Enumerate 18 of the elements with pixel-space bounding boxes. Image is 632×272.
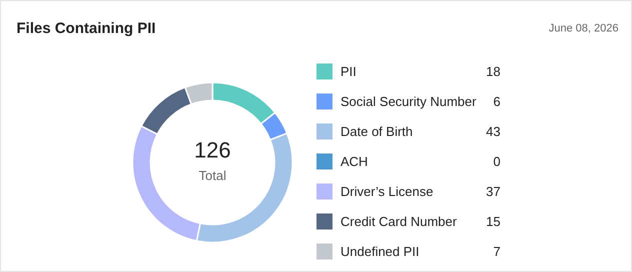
text: June 08, 2026 xyxy=(548,22,619,34)
data-label: 43 xyxy=(486,124,501,139)
data-label: 37 xyxy=(486,184,501,199)
data-label: 7 xyxy=(493,244,501,259)
chart-title: Files Containing PII xyxy=(16,20,156,37)
data-label: 15 xyxy=(486,214,501,229)
legend-label: PII xyxy=(340,64,356,79)
legend-label: Credit Card Number xyxy=(340,214,458,229)
legend-label: ACH xyxy=(340,154,368,169)
legend-label: Date of Birth xyxy=(340,124,413,139)
data-label: 18 xyxy=(486,64,501,79)
data-label: 6 xyxy=(493,94,501,109)
legend-label: Driver’s License xyxy=(340,184,434,199)
text: 0 xyxy=(493,154,501,169)
legend-label: Undefined PII xyxy=(340,244,420,259)
text: 126 xyxy=(194,138,231,162)
text: Total xyxy=(198,168,226,183)
legend-label: Social Security Number xyxy=(340,94,477,109)
